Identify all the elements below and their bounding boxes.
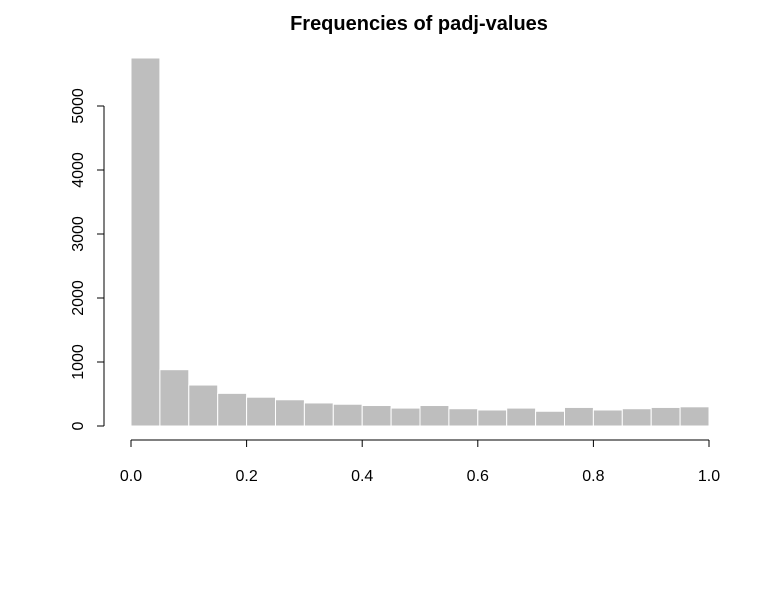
histogram-bar-6: [303, 402, 334, 427]
x-tick-label-5: 1.0: [698, 468, 720, 485]
histogram-bar-12: [477, 409, 508, 427]
y-tick-label-5: 5000: [70, 88, 87, 124]
histogram-bar-18: [650, 406, 681, 427]
histogram-bar-13: [506, 407, 537, 427]
x-tick-label-2: 0.4: [351, 468, 373, 485]
y-tick-label-0: 0: [70, 421, 87, 430]
histogram-bar-7: [332, 403, 363, 427]
histogram-bar-11: [448, 408, 479, 427]
x-axis: 0.0 0.2 0.4 0.6 0.8 1.0: [120, 439, 720, 485]
histogram-bar-14: [535, 410, 565, 427]
x-tick-label-1: 0.2: [235, 468, 257, 485]
y-tick-label-4: 4000: [70, 152, 87, 188]
histogram-bar-10: [419, 405, 450, 427]
y-tick-label-3: 3000: [70, 216, 87, 252]
histogram-bar-2: [188, 384, 219, 427]
y-tick-label-2: 2000: [70, 280, 87, 316]
histogram-bar-0: [130, 57, 161, 427]
bars-group: [130, 57, 710, 427]
histogram-bar-8: [361, 405, 392, 427]
x-tick-label-3: 0.6: [467, 468, 489, 485]
histogram-bar-17: [621, 408, 652, 427]
histogram-bar-1: [159, 369, 190, 427]
x-tick-label-4: 0.8: [582, 468, 604, 485]
histogram-bar-3: [217, 392, 248, 427]
histogram-bar-5: [275, 399, 305, 427]
histogram-bar-9: [390, 407, 421, 427]
y-axis: 0 1000 2000 3000 4000 5000: [70, 88, 105, 430]
histogram-bar-15: [564, 406, 594, 427]
chart-title: Frequencies of padj-values: [290, 13, 548, 35]
histogram-bar-4: [246, 396, 277, 427]
histogram-bar-19: [679, 406, 710, 427]
y-tick-label-1: 1000: [70, 344, 87, 380]
x-tick-label-0: 0.0: [120, 468, 142, 485]
histogram-bar-16: [592, 409, 623, 427]
